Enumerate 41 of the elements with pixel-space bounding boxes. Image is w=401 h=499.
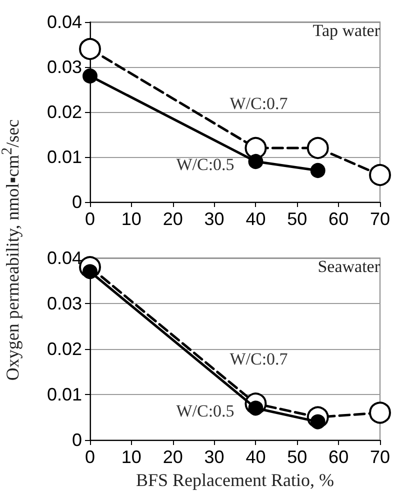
x-tick-label: 10 <box>121 209 142 229</box>
x-tick-label: 60 <box>328 447 349 467</box>
x-tick-label: 70 <box>370 447 390 467</box>
series-label: W/C:0.5 <box>176 155 234 174</box>
point <box>369 164 391 186</box>
x-tick-label: 40 <box>246 447 266 467</box>
y-tick-label: 0 <box>72 430 82 450</box>
x-tick-label: 0 <box>84 447 96 467</box>
annotation: Tap water <box>312 21 380 40</box>
y-tick-label: 0.02 <box>46 102 82 122</box>
point <box>244 137 267 159</box>
series-label: W/C:0.7 <box>230 350 288 369</box>
point <box>82 68 98 84</box>
x-axis-title: BFS Replacement Ratio, % <box>136 470 334 490</box>
y-tick-label: 0.04 <box>46 12 82 32</box>
y-tick-label: 0 <box>72 192 82 212</box>
annotation: Seawater <box>318 257 380 276</box>
y-tick-label: 0.02 <box>46 339 82 359</box>
series-label: W/C:0.5 <box>176 402 234 421</box>
series-label: W/C:0.7 <box>230 94 288 113</box>
point <box>79 38 101 60</box>
point <box>248 154 264 169</box>
x-tick-label: 30 <box>204 447 224 467</box>
x-tick-label: 10 <box>121 447 142 467</box>
point <box>310 163 326 178</box>
x-tick-label: 50 <box>287 447 308 467</box>
y-tick-label: 0.03 <box>46 294 82 314</box>
x-tick-label: 20 <box>162 209 183 229</box>
y-tick-label: 0.04 <box>46 248 82 268</box>
y-tick-label: 0.01 <box>46 384 82 404</box>
x-tick-label: 60 <box>328 209 349 229</box>
point <box>369 402 391 424</box>
x-tick-label: 40 <box>246 209 266 229</box>
point <box>306 137 329 159</box>
x-tick-label: 30 <box>204 209 224 229</box>
x-tick-label: 20 <box>162 447 183 467</box>
y-tick-label: 0.01 <box>46 147 82 167</box>
x-tick-label: 0 <box>84 209 96 229</box>
x-tick-label: 50 <box>287 209 308 229</box>
y-tick-label: 0.03 <box>46 57 82 77</box>
x-tick-label: 70 <box>370 209 390 229</box>
